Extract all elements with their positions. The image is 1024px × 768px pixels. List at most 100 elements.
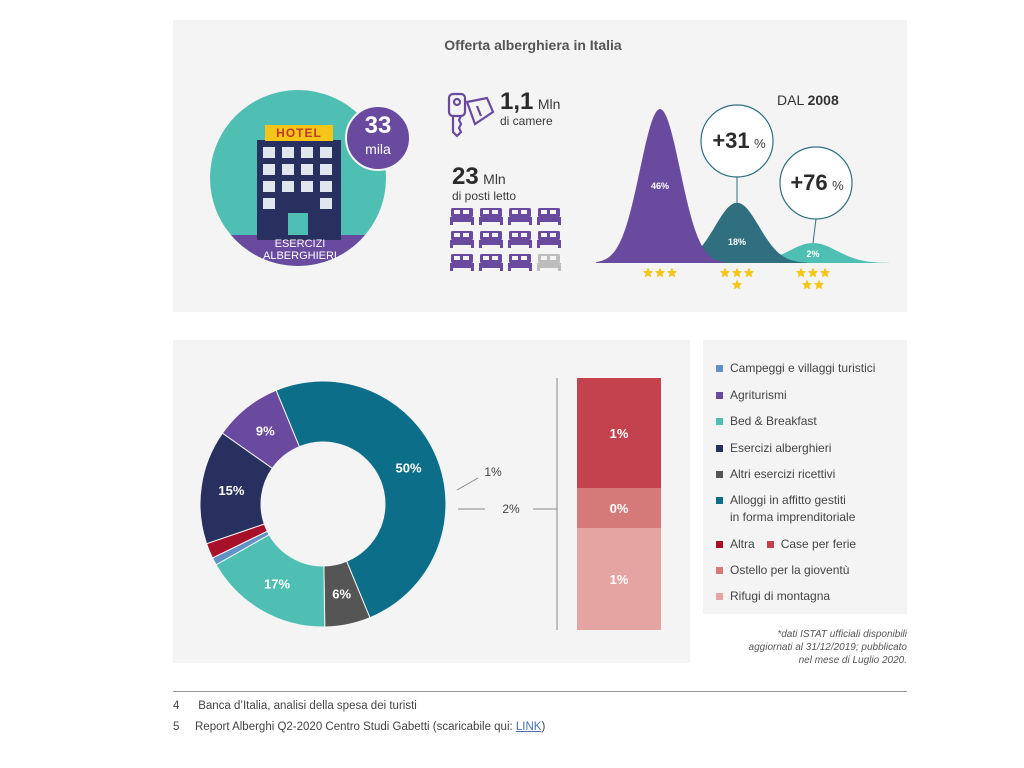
growth-2-unit: % bbox=[832, 178, 844, 193]
star-icon bbox=[807, 267, 819, 278]
beds-icon-grid bbox=[450, 208, 561, 271]
bell-value-label: 46% bbox=[651, 181, 669, 191]
donut-slice-label: 6% bbox=[332, 587, 351, 602]
data-source-note: *dati ISTAT ufficiali disponibili aggior… bbox=[700, 628, 907, 667]
bed-icon bbox=[537, 254, 561, 271]
growth-1-value: +31 bbox=[712, 128, 750, 153]
callout-label: 1% bbox=[484, 465, 502, 479]
rooms-stat: 1,1 Mln bbox=[500, 88, 560, 116]
footnote-link[interactable]: LINK bbox=[515, 721, 542, 733]
footnote-4: 4 Banca d’Italia, analisi della spesa de… bbox=[173, 700, 417, 712]
growth-1: +31 % bbox=[703, 128, 775, 154]
donut-slice bbox=[275, 380, 447, 619]
legend-swatch bbox=[716, 496, 723, 504]
note-line: aggiornati al 31/12/2019; pubblicato bbox=[748, 642, 907, 653]
legend-panel bbox=[703, 340, 907, 614]
hotel-illustration bbox=[210, 90, 386, 266]
footnote-5: 5 Report Alberghi Q2-2020 Centro Studi Ga… bbox=[173, 721, 545, 733]
bed-icon bbox=[508, 231, 532, 248]
legend-swatch bbox=[716, 592, 723, 600]
legend-item-alloggi: Alloggi in affitto gestiti bbox=[716, 493, 846, 507]
bed-icon bbox=[537, 231, 561, 248]
legend-label: Esercizi alberghieri bbox=[730, 441, 832, 455]
legend-label: Agriturismi bbox=[730, 388, 787, 402]
bell-curve-area bbox=[596, 108, 724, 264]
legend-label: Rifugi di montagna bbox=[730, 589, 831, 603]
bell-value-label: 2% bbox=[806, 249, 819, 259]
legend-swatch bbox=[716, 566, 723, 574]
star-icon bbox=[654, 267, 666, 278]
bed-icon bbox=[508, 208, 532, 225]
legend-label: Ostello per la gioventù bbox=[730, 563, 850, 577]
legend-label: Altri esercizi ricettivi bbox=[730, 467, 836, 481]
legend-swatch bbox=[716, 444, 723, 452]
since-year: 2008 bbox=[807, 92, 839, 108]
stacked-bar-segment bbox=[577, 528, 661, 630]
star-icon bbox=[743, 267, 755, 278]
rooms-value: 1,1 bbox=[500, 88, 534, 115]
hotel-count-unit: mila bbox=[365, 141, 391, 157]
donut-slice-label: 9% bbox=[256, 424, 275, 439]
stacked-bar-segment bbox=[577, 488, 661, 528]
bed-icon bbox=[450, 208, 474, 225]
callout-label: 2% bbox=[502, 502, 520, 516]
legend-label: Altra bbox=[730, 537, 755, 551]
growth-1-unit: % bbox=[754, 136, 766, 151]
beds-label: di posti letto bbox=[452, 189, 517, 203]
donut-slice-label: 17% bbox=[264, 576, 290, 591]
star-icon bbox=[819, 267, 831, 278]
donut-chart: 50% 6% 17% 15% 9% 1% 2% 1% 0% 1% bbox=[199, 378, 661, 630]
legend-item-rifugi: Rifugi di montagna bbox=[716, 589, 830, 603]
since-prefix: DAL bbox=[777, 92, 804, 108]
stacked-bar-label: 0% bbox=[610, 501, 629, 516]
star-icon bbox=[731, 267, 743, 278]
beds-stat: 23 Mln bbox=[452, 163, 506, 191]
bed-icon bbox=[537, 208, 561, 225]
footnote-text: Report Alberghi Q2-2020 Centro Studi Gab… bbox=[195, 721, 516, 733]
hotel-label-line2: ALBERGHIERI bbox=[263, 250, 337, 262]
hotel-count-value: 33 bbox=[364, 112, 392, 139]
legend-swatch bbox=[716, 540, 723, 548]
growth-connector bbox=[812, 218, 817, 244]
footnote-number: 5 bbox=[173, 721, 180, 733]
growth-2-value: +76 bbox=[790, 170, 828, 195]
legend-item-altra-case: Altra Case per ferie bbox=[716, 537, 856, 551]
legend-item-ostello: Ostello per la gioventù bbox=[716, 563, 849, 577]
footnote-text: Banca d’Italia, analisi della spesa dei … bbox=[198, 700, 417, 712]
bell-curve-chart: 46% 18% 2% bbox=[596, 104, 890, 290]
legend-swatch bbox=[716, 417, 723, 425]
key-icon bbox=[447, 92, 495, 138]
legend-item-agriturismi: Agriturismi bbox=[716, 388, 787, 402]
legend-item-altri: Altri esercizi ricettivi bbox=[716, 467, 835, 481]
star-icon bbox=[795, 267, 807, 278]
legend-item-campeggi: Campeggi e villaggi turistici bbox=[716, 361, 875, 375]
star-icon bbox=[719, 267, 731, 278]
hotel-sign bbox=[265, 125, 333, 141]
star-icon bbox=[642, 267, 654, 278]
footnote-number: 4 bbox=[173, 700, 180, 712]
bed-icon bbox=[479, 231, 503, 248]
bed-icon bbox=[479, 254, 503, 271]
legend-swatch bbox=[716, 364, 723, 372]
bed-icon bbox=[479, 208, 503, 225]
star-icon bbox=[731, 279, 743, 290]
stacked-bar-label: 1% bbox=[610, 572, 629, 587]
growth-2: +76 % bbox=[781, 170, 853, 196]
star-icon bbox=[801, 279, 813, 290]
beds-value: 23 bbox=[452, 163, 479, 190]
bell-value-label: 18% bbox=[728, 237, 746, 247]
legend-item-esercizi: Esercizi alberghieri bbox=[716, 441, 831, 455]
legend-label: Alloggi in affitto gestiti bbox=[730, 493, 846, 507]
legend-swatch bbox=[766, 540, 774, 548]
growth-circle bbox=[779, 146, 853, 220]
growth-circle bbox=[700, 104, 774, 178]
hotel-count-badge bbox=[345, 105, 411, 171]
bed-icon bbox=[450, 254, 474, 271]
legend-swatch bbox=[716, 470, 723, 478]
legend-label: Bed & Breakfast bbox=[730, 414, 817, 428]
hotel-sign-text: HOTEL bbox=[276, 126, 322, 140]
stacked-bar-segment bbox=[577, 378, 661, 488]
legend-item-bnb: Bed & Breakfast bbox=[716, 414, 817, 428]
footnote-text-end: ) bbox=[541, 721, 546, 733]
footnote-divider bbox=[173, 691, 907, 692]
